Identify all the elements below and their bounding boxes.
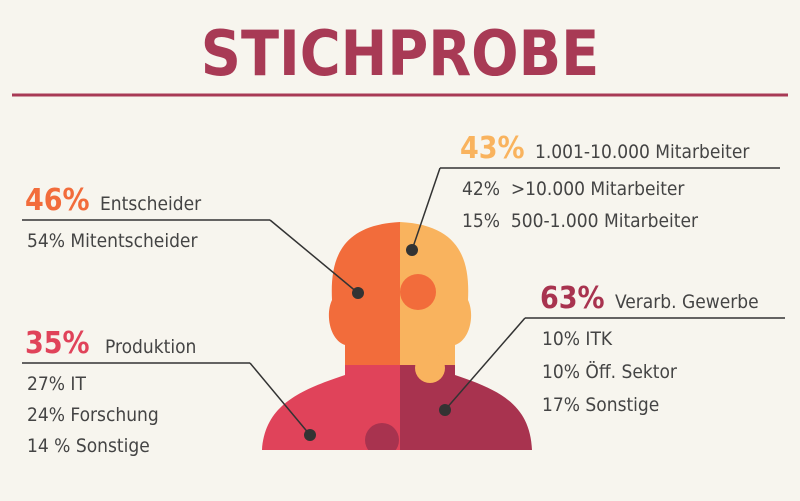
item: 24% Forschung: [27, 404, 159, 426]
pointer-dot: [304, 429, 316, 441]
knob: [415, 353, 445, 383]
head-puzzle: [262, 222, 532, 450]
highlight: 63%: [540, 281, 605, 316]
group-label: Produktion: [105, 336, 196, 358]
title: STICHPROBE: [201, 17, 599, 90]
highlight: 46%: [25, 183, 90, 218]
pointer-dot: [406, 244, 418, 256]
pointer: [269, 219, 359, 294]
pointer-dot: [439, 404, 451, 416]
item: 10% ITK: [542, 328, 613, 350]
knob: [365, 423, 399, 450]
pointer-dot: [352, 287, 364, 299]
pointer: [444, 317, 526, 411]
pointer: [411, 167, 441, 251]
knob: [400, 274, 436, 310]
item: 14 % Sonstige: [27, 435, 150, 457]
item: 15% 500-1.000 Mitarbeiter: [462, 210, 699, 232]
highlight: 35%: [25, 326, 90, 361]
group-label: Verarb. Gewerbe: [615, 291, 759, 313]
item: 10% Öff. Sektor: [542, 360, 678, 383]
item: 17% Sonstige: [542, 394, 659, 416]
highlight: 43%: [460, 131, 525, 166]
item: 27% IT: [27, 373, 86, 395]
item: 42% >10.000 Mitarbeiter: [462, 178, 685, 200]
pointer: [249, 362, 311, 436]
piece: [262, 222, 400, 365]
group-label: 1.001-10.000 Mitarbeiter: [535, 141, 750, 163]
group-label: Entscheider: [100, 193, 202, 215]
item: 54% Mitentscheider: [27, 230, 198, 252]
